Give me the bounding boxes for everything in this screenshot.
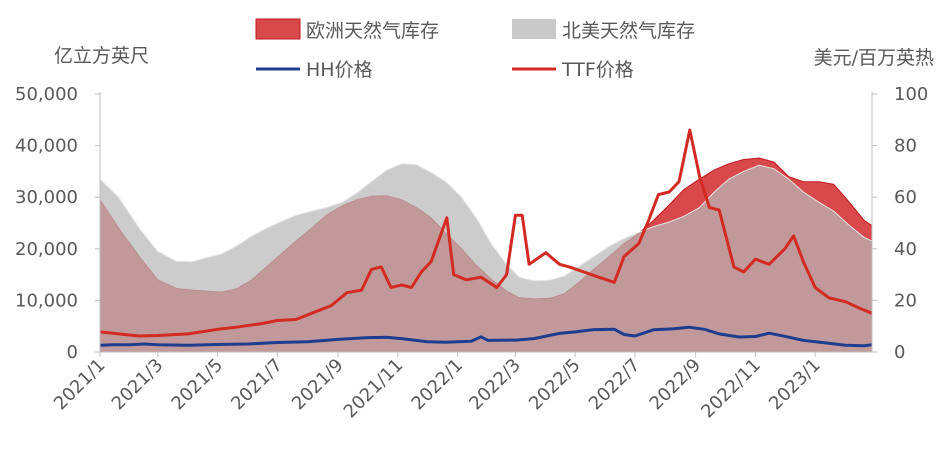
x-tick-label: 2021/9 — [288, 355, 348, 415]
right-tick-label: 20 — [894, 290, 917, 311]
right-tick-label: 60 — [894, 187, 917, 208]
x-tick-label: 2022/7 — [585, 355, 645, 415]
right-axis-unit: 美元/百万英热 — [814, 47, 934, 69]
plot-area: 0 10,000 20,000 30,000 40,000 50,000 0 20 40 60 80… — [15, 84, 928, 422]
right-tick-label: 100 — [894, 84, 928, 105]
legend-swatch-eu-storage — [255, 18, 301, 40]
x-tick-label: 2021/5 — [167, 355, 227, 415]
x-tick-label: 2021/7 — [227, 355, 287, 415]
area-na-storage — [99, 163, 873, 353]
right-tick-label: 80 — [894, 136, 917, 157]
x-tick-label: 2021/11 — [340, 355, 408, 423]
legend-swatch-na-storage — [512, 19, 556, 39]
x-tick-label: 2022/9 — [646, 355, 706, 415]
x-tick-label: 2021/1 — [50, 355, 110, 415]
right-tick-label: 40 — [894, 239, 917, 260]
left-tick-label: 40,000 — [15, 136, 78, 157]
left-tick-label: 20,000 — [15, 239, 78, 260]
line-ttf-price — [99, 128, 873, 338]
x-tick-label: 2022/11 — [697, 355, 765, 423]
x-tick-label: 2022/3 — [465, 355, 525, 415]
line-hh-price — [99, 325, 873, 348]
legend: 欧洲天然气库存 北美天然气库存 HH价格 TTF价格 — [255, 18, 695, 81]
x-tick-label: 2022/5 — [525, 355, 585, 415]
right-tick-label: 0 — [894, 342, 905, 363]
x-tick-label: 2023/1 — [765, 355, 825, 415]
left-tick-label: 0 — [67, 342, 78, 363]
legend-label-ttf-price: TTF价格 — [561, 59, 634, 81]
legend-label-na-storage: 北美天然气库存 — [562, 20, 695, 42]
x-tick-label: 2021/3 — [108, 355, 168, 415]
x-tick-label: 2022/1 — [407, 355, 467, 415]
legend-label-hh-price: HH价格 — [306, 59, 373, 81]
left-axis-unit: 亿立方英尺 — [54, 45, 149, 67]
left-tick-label: 30,000 — [15, 187, 78, 208]
left-tick-label: 10,000 — [15, 290, 78, 311]
legend-label-eu-storage: 欧洲天然气库存 — [306, 20, 439, 42]
left-tick-label: 50,000 — [15, 84, 78, 105]
